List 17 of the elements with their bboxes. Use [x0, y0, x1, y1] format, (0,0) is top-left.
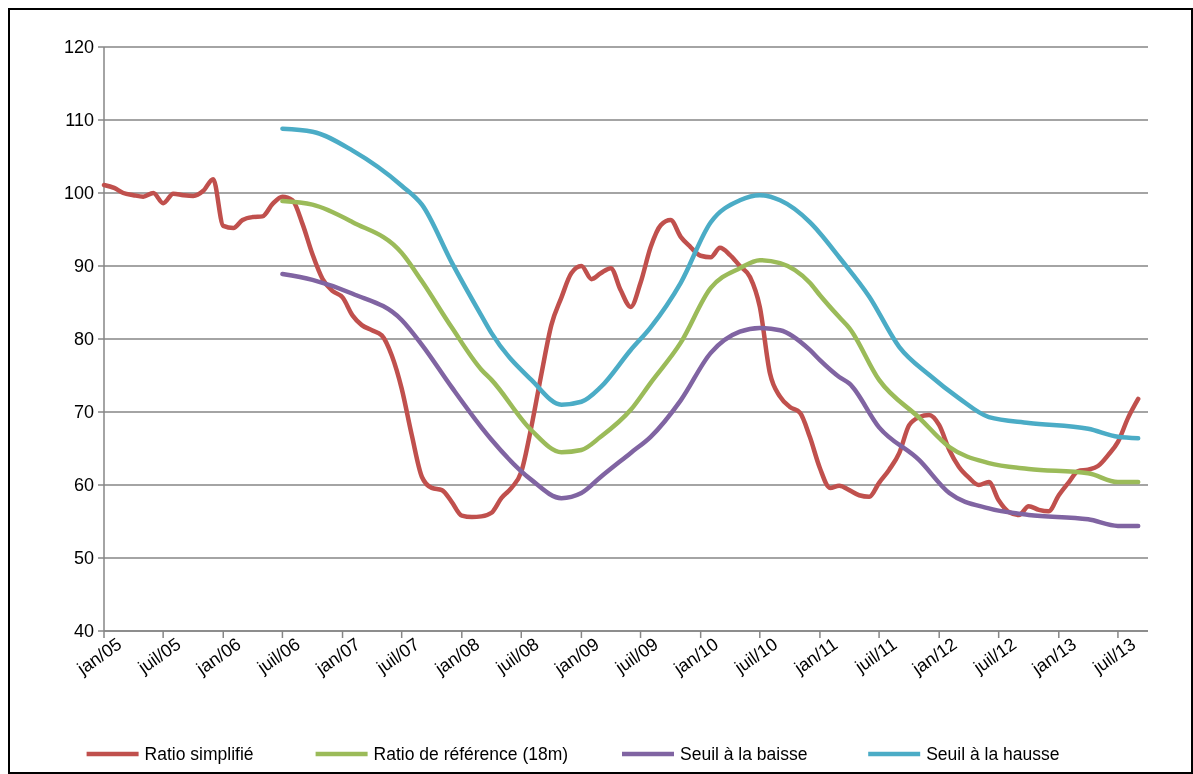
- y-tick-label: 70: [73, 402, 94, 423]
- line-series: [280, 198, 1141, 485]
- legend-label: Ratio simplifié: [144, 744, 254, 764]
- line-series: [280, 126, 1141, 441]
- line-series: [280, 271, 1141, 529]
- y-tick-label: 120: [63, 37, 94, 58]
- y-tick-label: 110: [65, 110, 94, 131]
- y-tick-label: 60: [73, 475, 94, 496]
- line-series: [101, 176, 1141, 520]
- y-tick-label: 40: [73, 621, 94, 642]
- legend-label: Seuil à la baisse: [680, 744, 808, 764]
- legend-label: Ratio de référence (18m): [373, 744, 569, 764]
- y-tick-label: 50: [73, 548, 94, 569]
- legend-label: Seuil à la hausse: [926, 744, 1060, 764]
- y-tick-label: 90: [73, 256, 94, 277]
- y-tick-label: 80: [73, 329, 94, 350]
- y-tick-label: 100: [63, 183, 94, 204]
